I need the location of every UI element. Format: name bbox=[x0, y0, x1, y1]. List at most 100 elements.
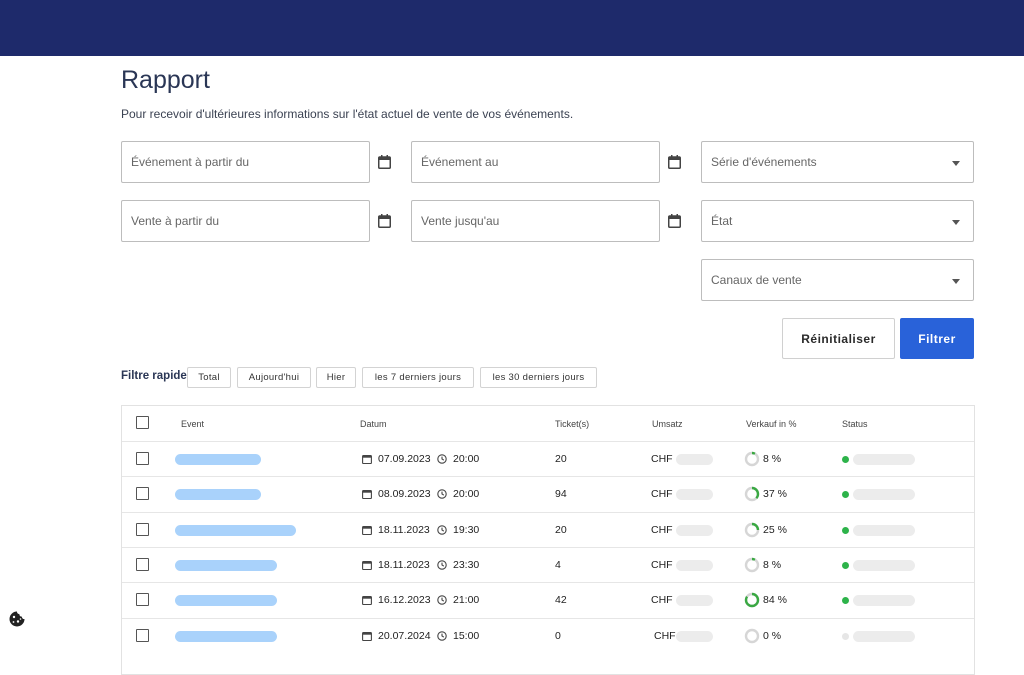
calendar-icon[interactable] bbox=[378, 155, 391, 169]
revenue-value-redacted bbox=[676, 525, 713, 536]
state-select[interactable]: État bbox=[701, 200, 974, 242]
event-time: 23:30 bbox=[453, 559, 480, 571]
chip-total[interactable]: Total bbox=[187, 367, 231, 388]
status-dot bbox=[842, 562, 849, 569]
event-to-placeholder: Événement au bbox=[421, 155, 499, 169]
chip-last-7-days[interactable]: les 7 derniers jours bbox=[362, 367, 474, 388]
chip-last-30-days[interactable]: les 30 derniers jours bbox=[480, 367, 597, 388]
table-row[interactable]: 16.12.2023 21:00 42 CHF 84 % bbox=[122, 582, 974, 617]
event-from-field[interactable]: Événement à partir du bbox=[121, 141, 370, 183]
sales-percent: 0 % bbox=[763, 630, 782, 642]
sales-channels-placeholder: Canaux de vente bbox=[711, 273, 802, 287]
status-label-redacted bbox=[853, 454, 915, 465]
filter-button[interactable]: Filtrer bbox=[900, 318, 974, 359]
calendar-icon bbox=[362, 525, 372, 535]
ticket-count: 20 bbox=[555, 453, 567, 465]
sales-progress-ring bbox=[744, 557, 760, 573]
event-date: 08.09.2023 bbox=[378, 488, 431, 500]
calendar-icon[interactable] bbox=[668, 214, 681, 228]
table-row[interactable]: 20.07.2024 15:00 0 CHF 0 % bbox=[122, 618, 974, 653]
event-time: 19:30 bbox=[453, 524, 480, 536]
clock-icon bbox=[437, 454, 447, 464]
chevron-down-icon bbox=[952, 161, 960, 166]
sales-progress-ring bbox=[744, 486, 760, 502]
revenue-currency: CHF bbox=[651, 524, 673, 536]
status-dot bbox=[842, 456, 849, 463]
column-header-status: Status bbox=[842, 419, 868, 429]
event-name-redacted[interactable] bbox=[175, 454, 261, 465]
ticket-count: 0 bbox=[555, 630, 561, 642]
status-label-redacted bbox=[853, 489, 915, 500]
event-name-redacted[interactable] bbox=[175, 631, 277, 642]
calendar-icon bbox=[362, 631, 372, 641]
table-row[interactable]: 08.09.2023 20:00 94 CHF 37 % bbox=[122, 476, 974, 511]
page-subtitle: Pour recevoir d'ultérieures informations… bbox=[121, 107, 574, 121]
row-checkbox[interactable] bbox=[136, 558, 149, 571]
reset-button[interactable]: Réinitialiser bbox=[782, 318, 895, 359]
row-checkbox[interactable] bbox=[136, 452, 149, 465]
revenue-value-redacted bbox=[676, 489, 713, 500]
select-all-checkbox[interactable] bbox=[136, 416, 149, 429]
event-series-placeholder: Série d'événements bbox=[711, 155, 817, 169]
table-row[interactable]: 18.11.2023 23:30 4 CHF 8 % bbox=[122, 547, 974, 582]
revenue-value-redacted bbox=[676, 631, 713, 642]
calendar-icon bbox=[362, 454, 372, 464]
event-name-redacted[interactable] bbox=[175, 525, 296, 536]
sales-progress-ring bbox=[744, 451, 760, 467]
revenue-value-redacted bbox=[676, 454, 713, 465]
status-label-redacted bbox=[853, 595, 915, 606]
calendar-icon bbox=[362, 489, 372, 499]
clock-icon bbox=[437, 560, 447, 570]
row-checkbox[interactable] bbox=[136, 593, 149, 606]
sales-channels-select[interactable]: Canaux de vente bbox=[701, 259, 974, 301]
event-time: 21:00 bbox=[453, 594, 480, 606]
clock-icon bbox=[437, 489, 447, 499]
sales-progress-ring bbox=[744, 628, 760, 644]
calendar-icon[interactable] bbox=[668, 155, 681, 169]
column-header-sales-percent: Verkauf in % bbox=[746, 419, 797, 429]
event-name-redacted[interactable] bbox=[175, 595, 277, 606]
row-checkbox[interactable] bbox=[136, 487, 149, 500]
revenue-currency: CHF bbox=[651, 453, 673, 465]
sales-percent: 25 % bbox=[763, 524, 787, 536]
clock-icon bbox=[437, 595, 447, 605]
status-label-redacted bbox=[853, 631, 915, 642]
cookie-icon[interactable] bbox=[8, 610, 26, 628]
event-time: 15:00 bbox=[453, 630, 480, 642]
event-time: 20:00 bbox=[453, 488, 480, 500]
calendar-icon bbox=[362, 560, 372, 570]
ticket-count: 4 bbox=[555, 559, 561, 571]
status-dot bbox=[842, 633, 849, 640]
calendar-icon bbox=[362, 595, 372, 605]
revenue-currency: CHF bbox=[651, 488, 673, 500]
sale-from-placeholder: Vente à partir du bbox=[131, 214, 220, 228]
revenue-value-redacted bbox=[676, 595, 713, 606]
column-header-tickets: Ticket(s) bbox=[555, 419, 590, 429]
sale-from-field[interactable]: Vente à partir du bbox=[121, 200, 370, 242]
clock-icon bbox=[437, 525, 447, 535]
event-name-redacted[interactable] bbox=[175, 489, 261, 500]
quick-filter-label: Filtre rapide bbox=[121, 370, 187, 382]
calendar-icon[interactable] bbox=[378, 214, 391, 228]
table-row[interactable]: 18.11.2023 19:30 20 CHF 25 % bbox=[122, 512, 974, 547]
sale-to-field[interactable]: Vente jusqu'au bbox=[411, 200, 660, 242]
sales-percent: 37 % bbox=[763, 488, 787, 500]
page-title: Rapport bbox=[121, 66, 210, 94]
event-series-select[interactable]: Série d'événements bbox=[701, 141, 974, 183]
event-to-field[interactable]: Événement au bbox=[411, 141, 660, 183]
event-date: 07.09.2023 bbox=[378, 453, 431, 465]
chevron-down-icon bbox=[952, 279, 960, 284]
chip-yesterday[interactable]: Hier bbox=[316, 367, 356, 388]
sales-percent: 8 % bbox=[763, 559, 782, 571]
event-from-placeholder: Événement à partir du bbox=[131, 155, 250, 169]
clock-icon bbox=[437, 631, 447, 641]
event-date: 16.12.2023 bbox=[378, 594, 431, 606]
row-checkbox[interactable] bbox=[136, 523, 149, 536]
row-checkbox[interactable] bbox=[136, 629, 149, 642]
sales-percent: 8 % bbox=[763, 453, 782, 465]
event-name-redacted[interactable] bbox=[175, 560, 277, 571]
column-header-date: Datum bbox=[360, 419, 387, 429]
sale-to-placeholder: Vente jusqu'au bbox=[421, 214, 500, 228]
table-row[interactable]: 07.09.2023 20:00 20 CHF 8 % bbox=[122, 441, 974, 476]
chip-today[interactable]: Aujourd'hui bbox=[237, 367, 311, 388]
